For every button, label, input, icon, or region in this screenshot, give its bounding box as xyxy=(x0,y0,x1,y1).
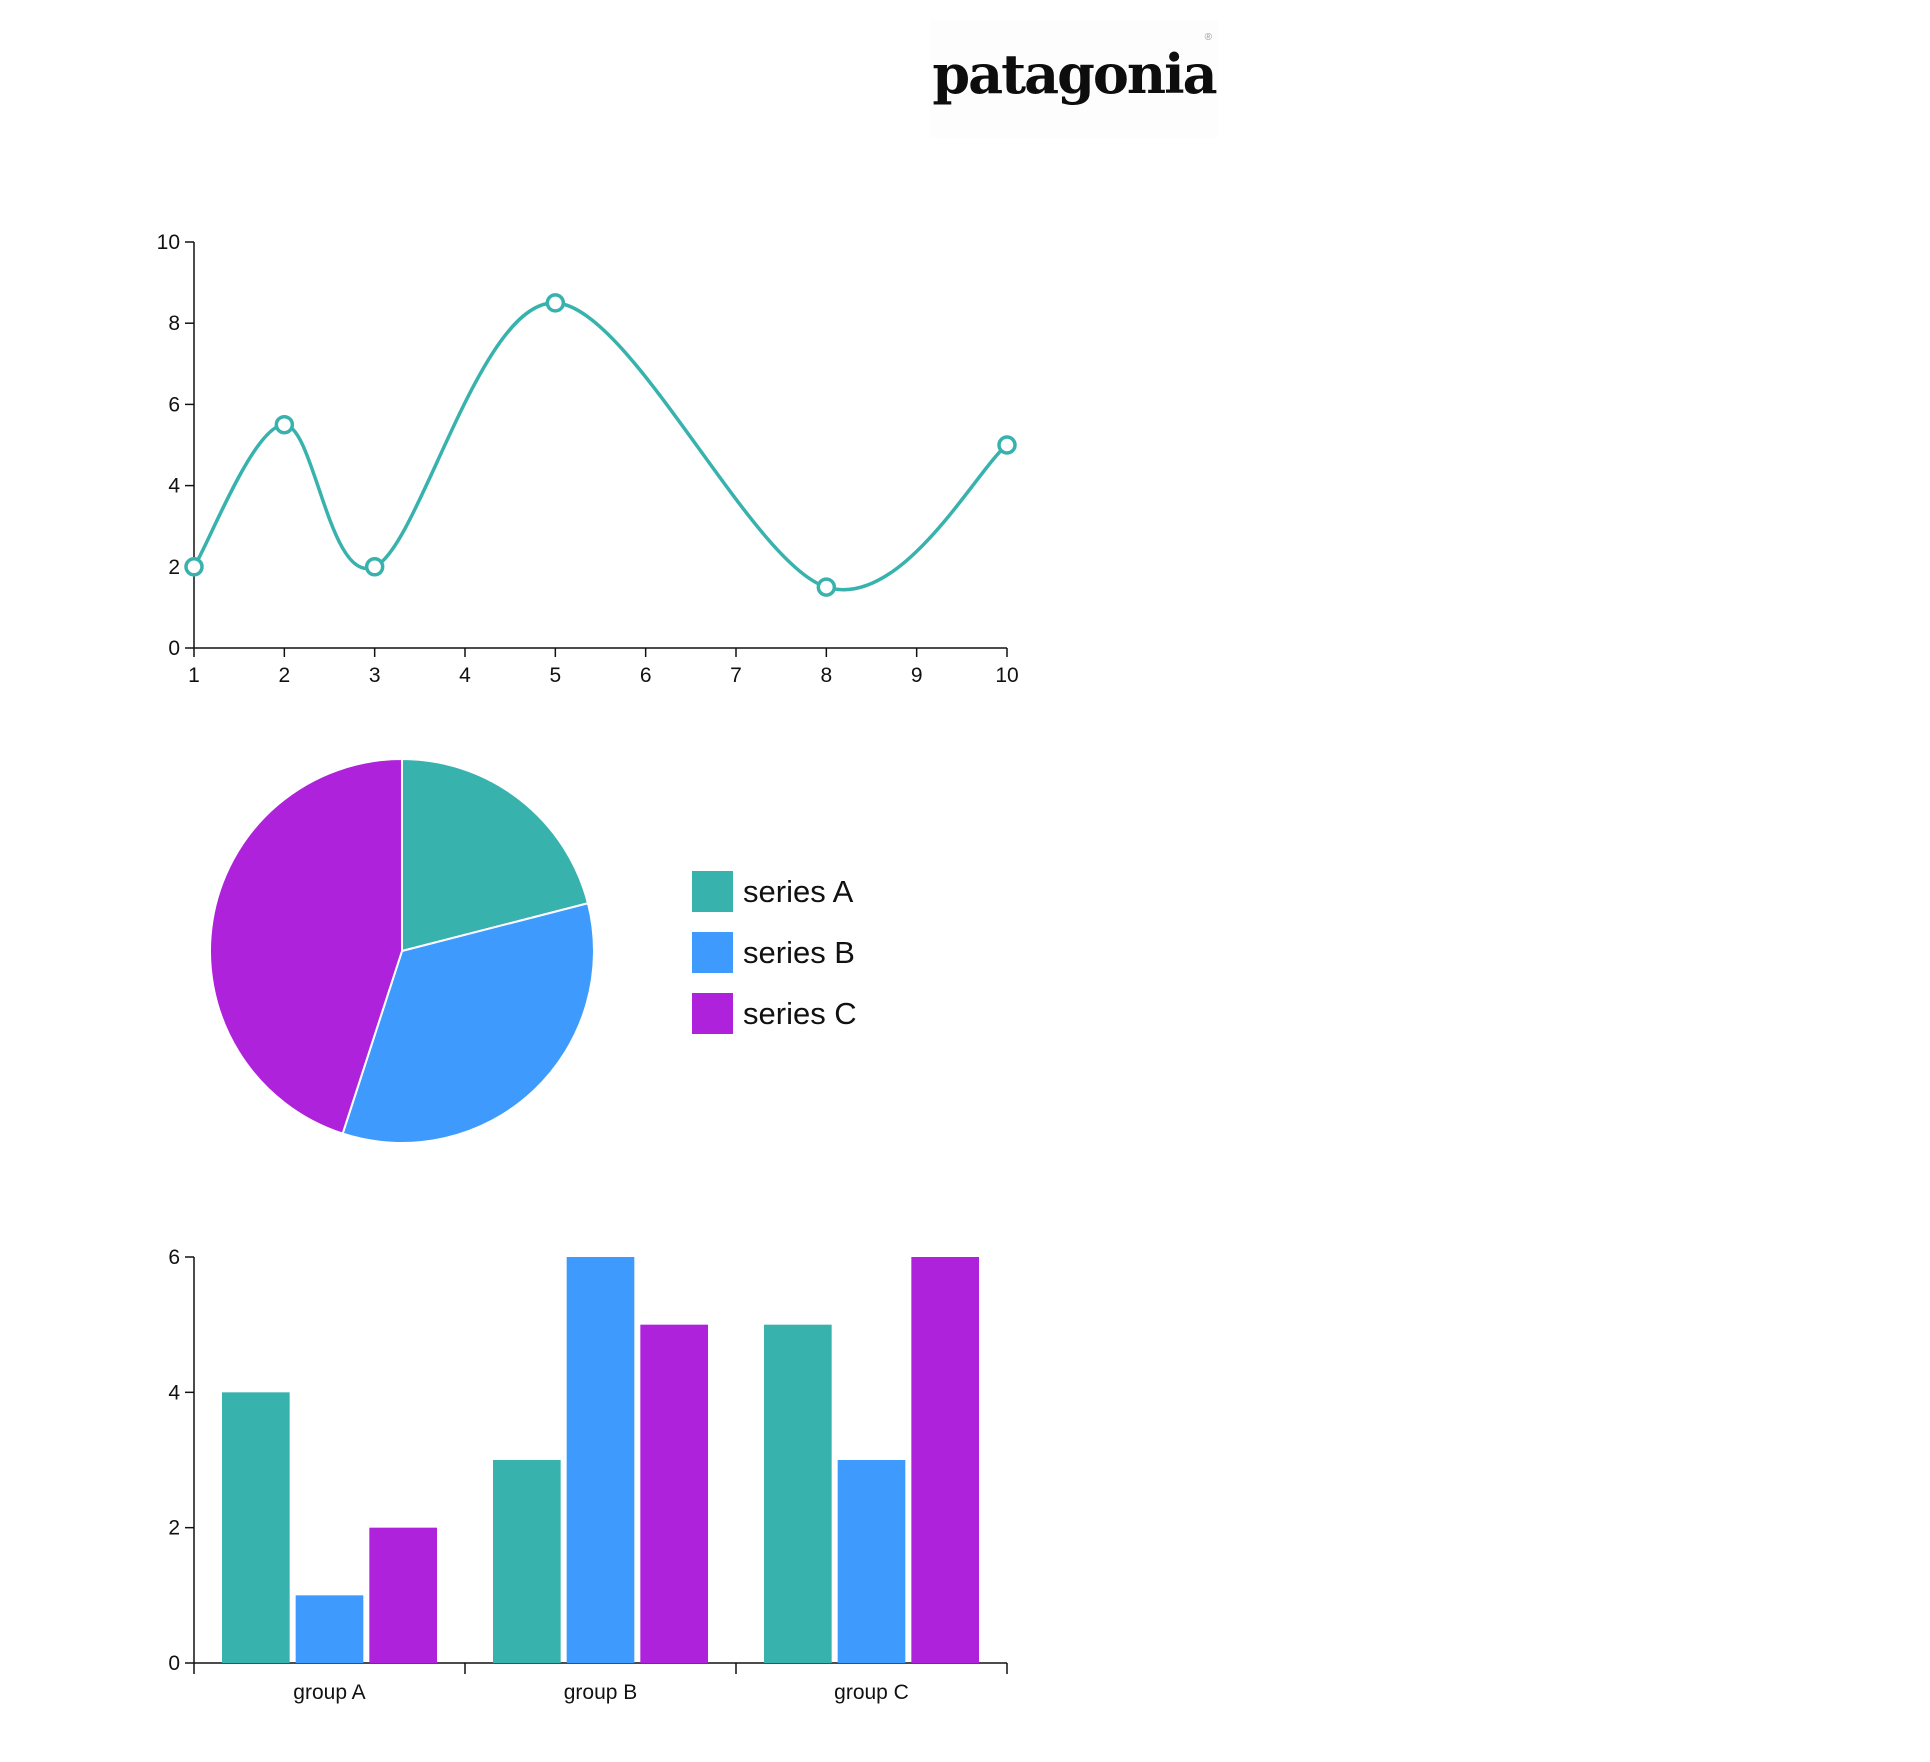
x-tick-label: 6 xyxy=(640,664,652,687)
x-tick-label: 3 xyxy=(369,664,381,687)
logo-wordmark: patagonia xyxy=(932,42,1217,106)
pie-slice xyxy=(401,757,590,953)
x-tick-label: 4 xyxy=(459,664,471,687)
pie-slice xyxy=(209,757,403,1135)
bar xyxy=(764,1324,832,1663)
bar xyxy=(295,1595,364,1663)
legend-swatch xyxy=(692,932,733,973)
pie-slice xyxy=(341,902,595,1144)
x-tick-label: 10 xyxy=(995,664,1018,687)
legend-label: series B xyxy=(743,935,855,970)
legend-label: series C xyxy=(743,996,857,1031)
y-tick-label: 8 xyxy=(168,312,180,335)
x-category-label: group C xyxy=(834,1681,909,1704)
x-tick-label: 5 xyxy=(549,664,561,687)
series-line xyxy=(192,301,1009,592)
bar xyxy=(369,1527,437,1663)
registered-mark: ® xyxy=(1204,32,1212,43)
x-category-label: group A xyxy=(293,1681,365,1704)
x-category-label: group B xyxy=(564,1681,638,1704)
y-tick-label: 0 xyxy=(168,1652,180,1675)
x-tick-label: 1 xyxy=(188,664,200,687)
bar-chart: 0 2 4 6 group A group B group C xyxy=(168,1246,1008,1704)
y-tick-label: 4 xyxy=(168,475,180,498)
bar xyxy=(222,1392,290,1663)
x-tick-label: 2 xyxy=(278,664,290,687)
y-tick-label: 2 xyxy=(168,556,180,579)
legend-swatch xyxy=(692,871,733,912)
bar xyxy=(640,1324,708,1663)
x-tick-label: 9 xyxy=(911,664,923,687)
data-point xyxy=(545,293,566,313)
x-tick-label: 7 xyxy=(730,664,742,687)
bar xyxy=(911,1257,979,1663)
pie-chart: series A series B series C xyxy=(209,757,857,1144)
y-tick-label: 6 xyxy=(168,393,180,416)
bar xyxy=(837,1460,906,1663)
data-point xyxy=(184,557,204,577)
y-tick-label: 4 xyxy=(168,1381,180,1404)
data-point xyxy=(997,435,1017,455)
y-tick-label: 0 xyxy=(168,637,180,660)
y-tick-label: 2 xyxy=(168,1517,180,1540)
data-point xyxy=(816,577,837,597)
patagonia-logo: patagonia ® xyxy=(930,20,1218,138)
y-tick-label: 10 xyxy=(157,231,180,254)
x-tick-label: 8 xyxy=(820,664,832,687)
y-tick-label: 6 xyxy=(168,1246,180,1269)
data-point xyxy=(274,414,295,435)
legend-label: series A xyxy=(743,874,854,909)
data-point xyxy=(364,557,385,577)
bar xyxy=(493,1460,561,1663)
legend-swatch xyxy=(692,993,733,1034)
bar xyxy=(566,1257,635,1663)
